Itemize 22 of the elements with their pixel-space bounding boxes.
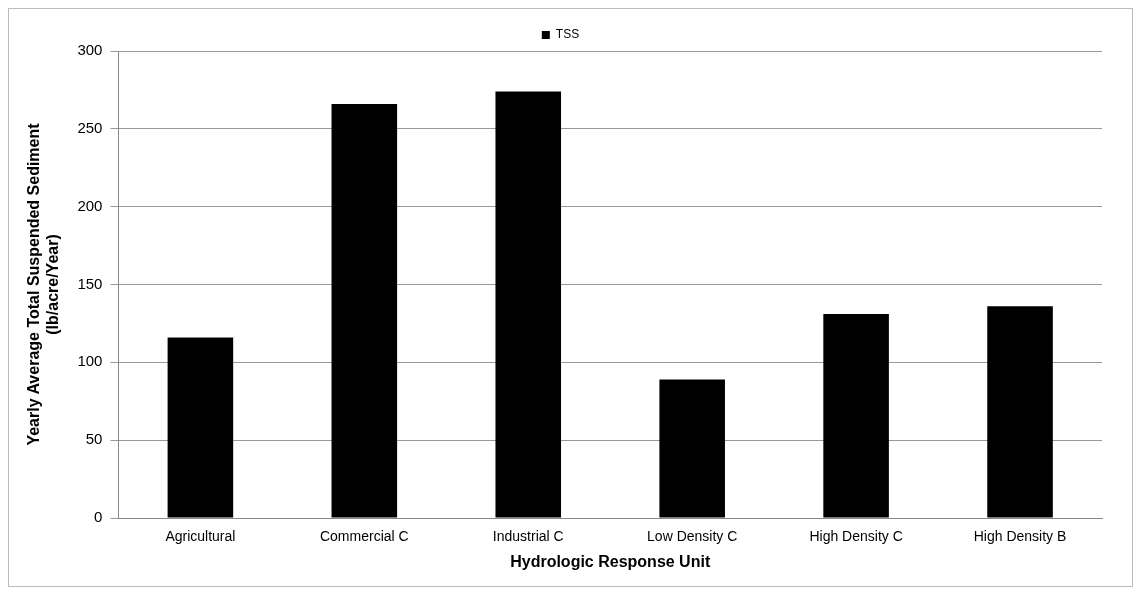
y-tick-label: 250 [77, 118, 103, 136]
bar [823, 314, 889, 518]
bar [331, 103, 398, 518]
x-axis-title: Hydrologic Response Unit [510, 552, 711, 570]
y-tick-label: 300 [77, 41, 103, 59]
bar [659, 379, 725, 518]
y-tick-label: 150 [77, 274, 103, 292]
bar [495, 91, 562, 518]
x-tick-label: Low Density C [647, 528, 738, 545]
x-tick-label: Agricultural [165, 528, 236, 545]
y-tick-label: 100 [77, 352, 103, 370]
bar [987, 306, 1053, 518]
y-tick-label: 200 [77, 196, 103, 214]
y-tick-label: 0 [94, 508, 103, 526]
x-tick-label: High Density B [973, 528, 1067, 545]
y-axis-title: Yearly Average Total Suspended Sediment (lb/acre/Year) [25, 122, 62, 446]
y-tick-label: 50 [85, 430, 103, 448]
bar [167, 337, 234, 518]
legend-label: TSS [555, 27, 580, 42]
x-tick-label: Commercial C [319, 528, 409, 545]
x-tick-label: Industrial C [492, 528, 564, 545]
x-tick-label: High Density C [809, 528, 903, 545]
